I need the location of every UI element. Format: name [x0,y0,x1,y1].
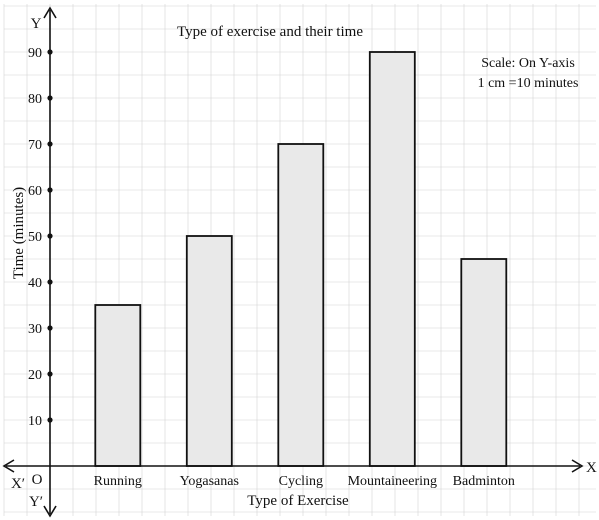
bar-mountaineering [368,51,416,467]
y-tick-mark [47,141,53,147]
y-tick-mark [47,371,53,377]
scale-note-line-1: Scale: On Y-axis [481,56,575,71]
y-tick-mark [47,49,53,55]
x-category-label: Cycling [279,474,323,489]
y-axis-bottom-arrow [43,505,57,518]
chart-axes [2,6,584,518]
bar-running [94,304,142,467]
bar-yogasanas [185,235,233,467]
axis-letter-x-neg: X′ [11,476,25,492]
y-tick-mark [47,325,53,331]
origin-label: O [32,472,43,488]
scale-note-line-2: 1 cm =10 minutes [478,76,579,91]
y-tick-label: 20 [28,368,42,383]
axis-letter-y: Y [31,16,42,32]
bar-cycling [277,143,325,467]
y-tick-mark [47,233,53,239]
x-axis-left-arrow [2,459,15,473]
y-tick-label: 30 [28,322,42,337]
y-axis-top-arrow [43,6,57,19]
y-tick-label: 50 [28,230,42,245]
bar-badminton [460,258,508,467]
x-category-label: Mountaineering [348,474,437,489]
x-category-label: Running [94,474,142,489]
x-axis-title: Type of Exercise [247,493,349,509]
y-tick-label: 10 [28,414,42,429]
y-tick-mark [47,279,53,285]
y-ticks: 10 20 30 40 50 60 70 80 90 [28,46,53,429]
y-tick-label: 40 [28,276,42,291]
axis-letter-x: X [586,460,597,476]
y-tick-label: 80 [28,92,42,107]
axis-letter-y-neg: Y′ [29,494,43,510]
y-axis-title: Time (minutes) [11,187,27,279]
bars-group [94,51,508,467]
y-tick-mark [47,187,53,193]
x-axis-right-arrow [571,459,584,473]
chart-title: Type of exercise and their time [177,24,363,40]
x-category-label: Yogasanas [180,474,239,489]
y-tick-label: 60 [28,184,42,199]
x-category-labels: Running Yogasanas Cycling Mountaineering Bad… [94,474,515,489]
y-tick-label: 90 [28,46,42,61]
y-tick-mark [47,417,53,423]
y-tick-label: 70 [28,138,42,153]
x-category-label: Badminton [453,474,515,489]
y-tick-mark [47,95,53,101]
